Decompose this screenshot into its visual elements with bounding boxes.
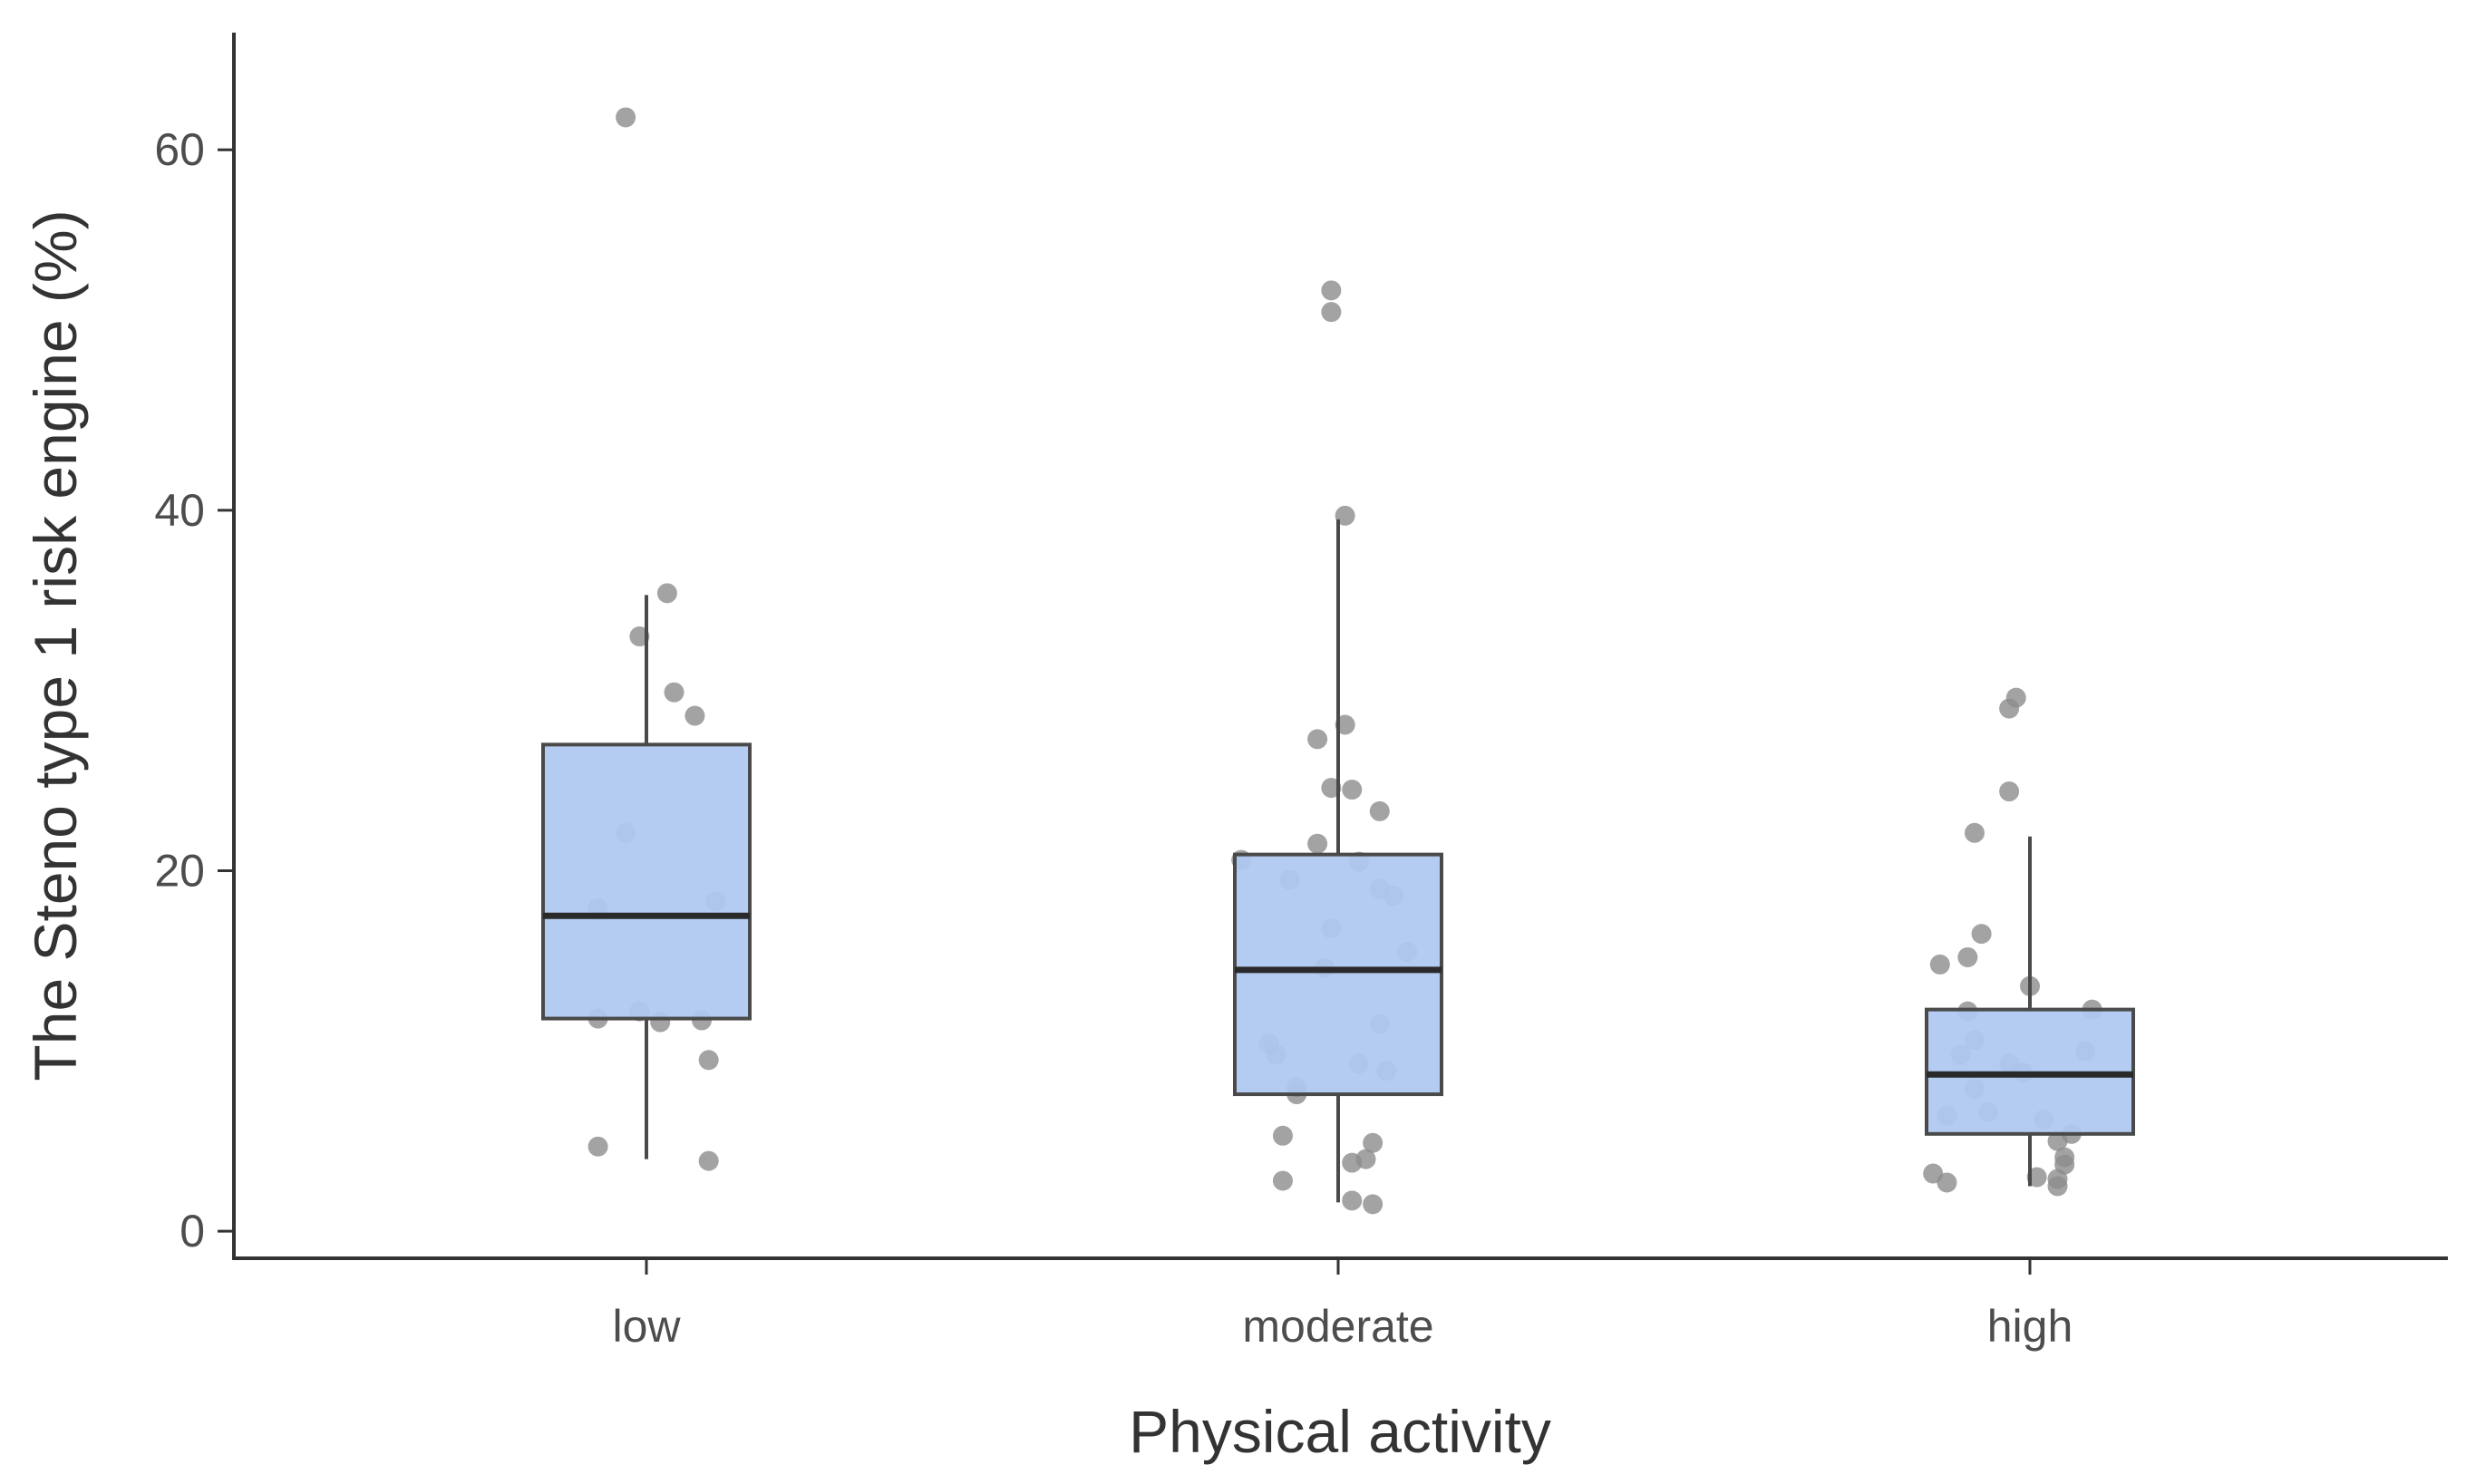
data-point-moderate [1342,780,1363,800]
data-point-moderate [1342,1152,1363,1173]
data-point-high [1929,954,1950,975]
data-point-low [656,583,677,604]
data-point-low [616,107,636,128]
y-tick-label: 40 [154,485,205,536]
data-point-moderate [1342,1190,1363,1211]
iqr-box [541,742,752,1021]
data-point-moderate [1335,505,1355,526]
data-point-high [1999,781,2020,802]
data-point-low [664,682,684,703]
data-point-moderate [1321,778,1342,799]
data-point-moderate [1272,1125,1293,1146]
axes [232,33,2448,1260]
data-point-low [684,705,705,726]
data-point-low [629,626,650,647]
data-point-moderate [1321,302,1342,323]
data-point-moderate [1307,729,1328,750]
box-layer [541,519,2135,1203]
boxplot-high [1925,836,2135,1187]
data-point-low [698,1050,719,1071]
x-axis-ticks: low moderate high [612,1258,2073,1352]
data-point-moderate [1307,833,1328,854]
x-tick-label: low [612,1301,681,1352]
data-point-low [698,1150,719,1171]
x-tick-label: high [1987,1301,2073,1352]
y-tick-label: 0 [180,1206,205,1256]
data-point-high [2026,1167,2047,1188]
data-point-moderate [1321,280,1342,301]
data-point-moderate [1272,1170,1293,1191]
data-point-moderate [1363,1132,1383,1153]
data-point-moderate [1369,800,1390,821]
data-point-high [1957,946,1978,967]
y-axis-ticks: 0 20 40 60 [154,124,234,1256]
data-point-low [587,1136,608,1157]
y-axis-title: The Steno type 1 risk engine (%) [22,209,89,1081]
data-point-high [1964,822,1985,843]
data-point-moderate [1363,1194,1383,1215]
x-axis-title: Physical activity [1129,1398,1551,1465]
y-tick-label: 20 [154,846,205,897]
iqr-box [1233,852,1443,1097]
data-point-moderate [1335,714,1355,735]
data-point-high [1999,698,2020,719]
boxplot-moderate [1233,519,1443,1203]
y-tick-label: 60 [154,124,205,175]
data-point-high [1937,1172,1957,1193]
data-point-high [2047,1176,2068,1197]
x-tick-label: moderate [1242,1301,1433,1352]
boxplot-low [541,595,752,1159]
data-point-high [1971,924,1992,945]
data-point-high [2047,1130,2068,1151]
